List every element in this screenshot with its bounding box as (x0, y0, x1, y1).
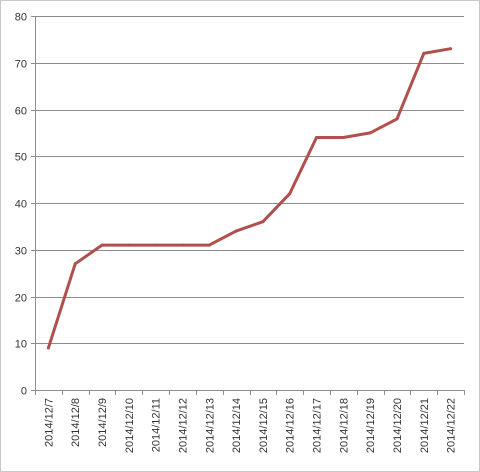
data-point-0-8 (261, 220, 265, 224)
data-point-0-2 (100, 243, 104, 247)
y-tick-label-0: 0 (21, 386, 27, 398)
data-point-0-15 (449, 47, 453, 51)
x-tick-label-14: 2014/12/21 (419, 398, 431, 453)
data-point-0-7 (234, 229, 238, 233)
data-point-0-9 (288, 192, 292, 196)
x-tick-label-11: 2014/12/18 (338, 398, 350, 453)
x-tick-label-15: 2014/12/22 (446, 398, 458, 453)
y-tick-label-80: 80 (15, 12, 27, 24)
data-point-0-1 (73, 262, 77, 266)
data-point-0-4 (154, 243, 158, 247)
y-tick-label-30: 30 (15, 246, 27, 258)
x-tick-label-8: 2014/12/15 (258, 398, 270, 453)
data-point-0-13 (395, 117, 399, 121)
x-tick-label-3: 2014/12/10 (124, 398, 136, 453)
x-tick-label-10: 2014/12/17 (312, 398, 324, 453)
x-tick-label-5: 2014/12/12 (177, 398, 189, 453)
y-tick-label-10: 10 (15, 339, 27, 351)
x-tick-label-1: 2014/12/8 (70, 398, 82, 447)
data-point-0-14 (422, 51, 426, 55)
y-tick-label-70: 70 (15, 59, 27, 71)
series-line-0 (46, 47, 453, 350)
data-point-0-10 (315, 136, 318, 139)
x-tick-label-2: 2014/12/9 (97, 398, 109, 447)
x-tick-label-4: 2014/12/11 (151, 398, 163, 452)
data-point-0-5 (181, 243, 184, 247)
y-tick-label-60: 60 (15, 106, 27, 118)
data-point-0-12 (368, 131, 372, 135)
y-tick-label-40: 40 (15, 199, 27, 211)
data-point-0-0 (46, 346, 50, 350)
x-tick-label-6: 2014/12/13 (204, 398, 216, 453)
x-tick-label-13: 2014/12/20 (392, 398, 404, 453)
data-point-0-11 (341, 136, 345, 139)
x-tick-label-7: 2014/12/14 (231, 398, 243, 453)
y-tick-label-20: 20 (15, 293, 27, 305)
x-tick-label-0: 2014/12/7 (43, 398, 55, 447)
y-tick-label-50: 50 (15, 152, 27, 164)
x-tick-label-9: 2014/12/16 (285, 398, 297, 453)
data-point-0-6 (207, 243, 211, 247)
x-tick-label-12: 2014/12/19 (365, 398, 377, 453)
data-point-0-3 (127, 243, 131, 247)
